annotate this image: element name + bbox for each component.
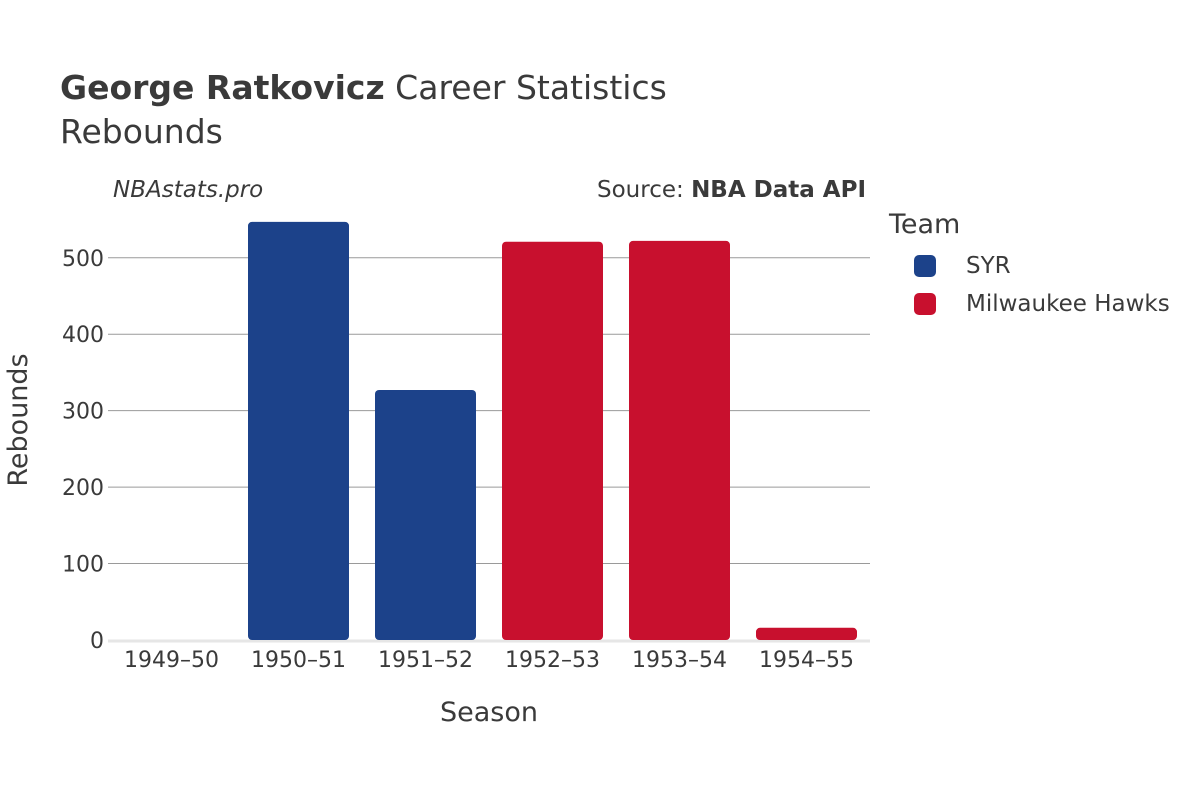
legend-item-syr[interactable]: SYR xyxy=(914,251,1011,281)
y-tick-label-300: 300 xyxy=(62,400,104,425)
x-tick-label-1949–50: 1949–50 xyxy=(124,648,219,673)
chart-title: George Ratkovicz Career Statistics xyxy=(60,68,667,107)
legend-label-milwaukee-hawks: Milwaukee Hawks xyxy=(966,291,1170,317)
gridlines xyxy=(108,257,870,643)
bar-1951–52[interactable] xyxy=(375,390,476,640)
bar-1950–51[interactable] xyxy=(248,221,349,641)
x-axis-title: Season xyxy=(440,697,538,728)
bars xyxy=(248,221,857,641)
x-tick-label-1951–52: 1951–52 xyxy=(378,648,473,673)
legend-swatch-milwaukee-hawks xyxy=(914,293,936,315)
source-prefix: Source: xyxy=(597,177,692,203)
legend-label-syr: SYR xyxy=(966,253,1011,279)
y-tick-label-200: 200 xyxy=(62,476,104,501)
y-tick-label-400: 400 xyxy=(62,323,104,348)
legend-item-milwaukee-hawks[interactable]: Milwaukee Hawks xyxy=(914,289,1170,319)
bar-1952–53[interactable] xyxy=(502,241,603,640)
legend-title: Team xyxy=(889,209,961,240)
x-tick-label-1954–55: 1954–55 xyxy=(759,648,854,673)
y-tick-label-100: 100 xyxy=(62,553,104,578)
title-rest: Career Statistics xyxy=(384,68,667,107)
legend-swatch-syr xyxy=(914,255,936,277)
bar-1953–54[interactable] xyxy=(629,240,730,640)
watermark: NBAstats.pro xyxy=(113,177,264,203)
y-tick-label-500: 500 xyxy=(62,247,104,272)
source-credit: Source: NBA Data API xyxy=(597,177,866,203)
player-name: George Ratkovicz xyxy=(60,68,385,107)
source-name: NBA Data API xyxy=(691,177,866,203)
x-tick-label-1952–53: 1952–53 xyxy=(505,648,600,673)
chart-subtitle: Rebounds xyxy=(60,112,223,151)
x-tick-label-1950–51: 1950–51 xyxy=(251,648,346,673)
y-tick-labels: 0 100 200 300 400 500 xyxy=(62,247,104,654)
x-tick-labels: 1949–50 1950–51 1951–52 1952–53 1953–54 1954–… xyxy=(124,648,854,673)
y-tick-label-0: 0 xyxy=(90,629,104,654)
x-tick-label-1953–54: 1953–54 xyxy=(632,648,727,673)
bar-1954–55[interactable] xyxy=(756,627,857,640)
y-axis-title: Rebounds xyxy=(3,353,34,486)
